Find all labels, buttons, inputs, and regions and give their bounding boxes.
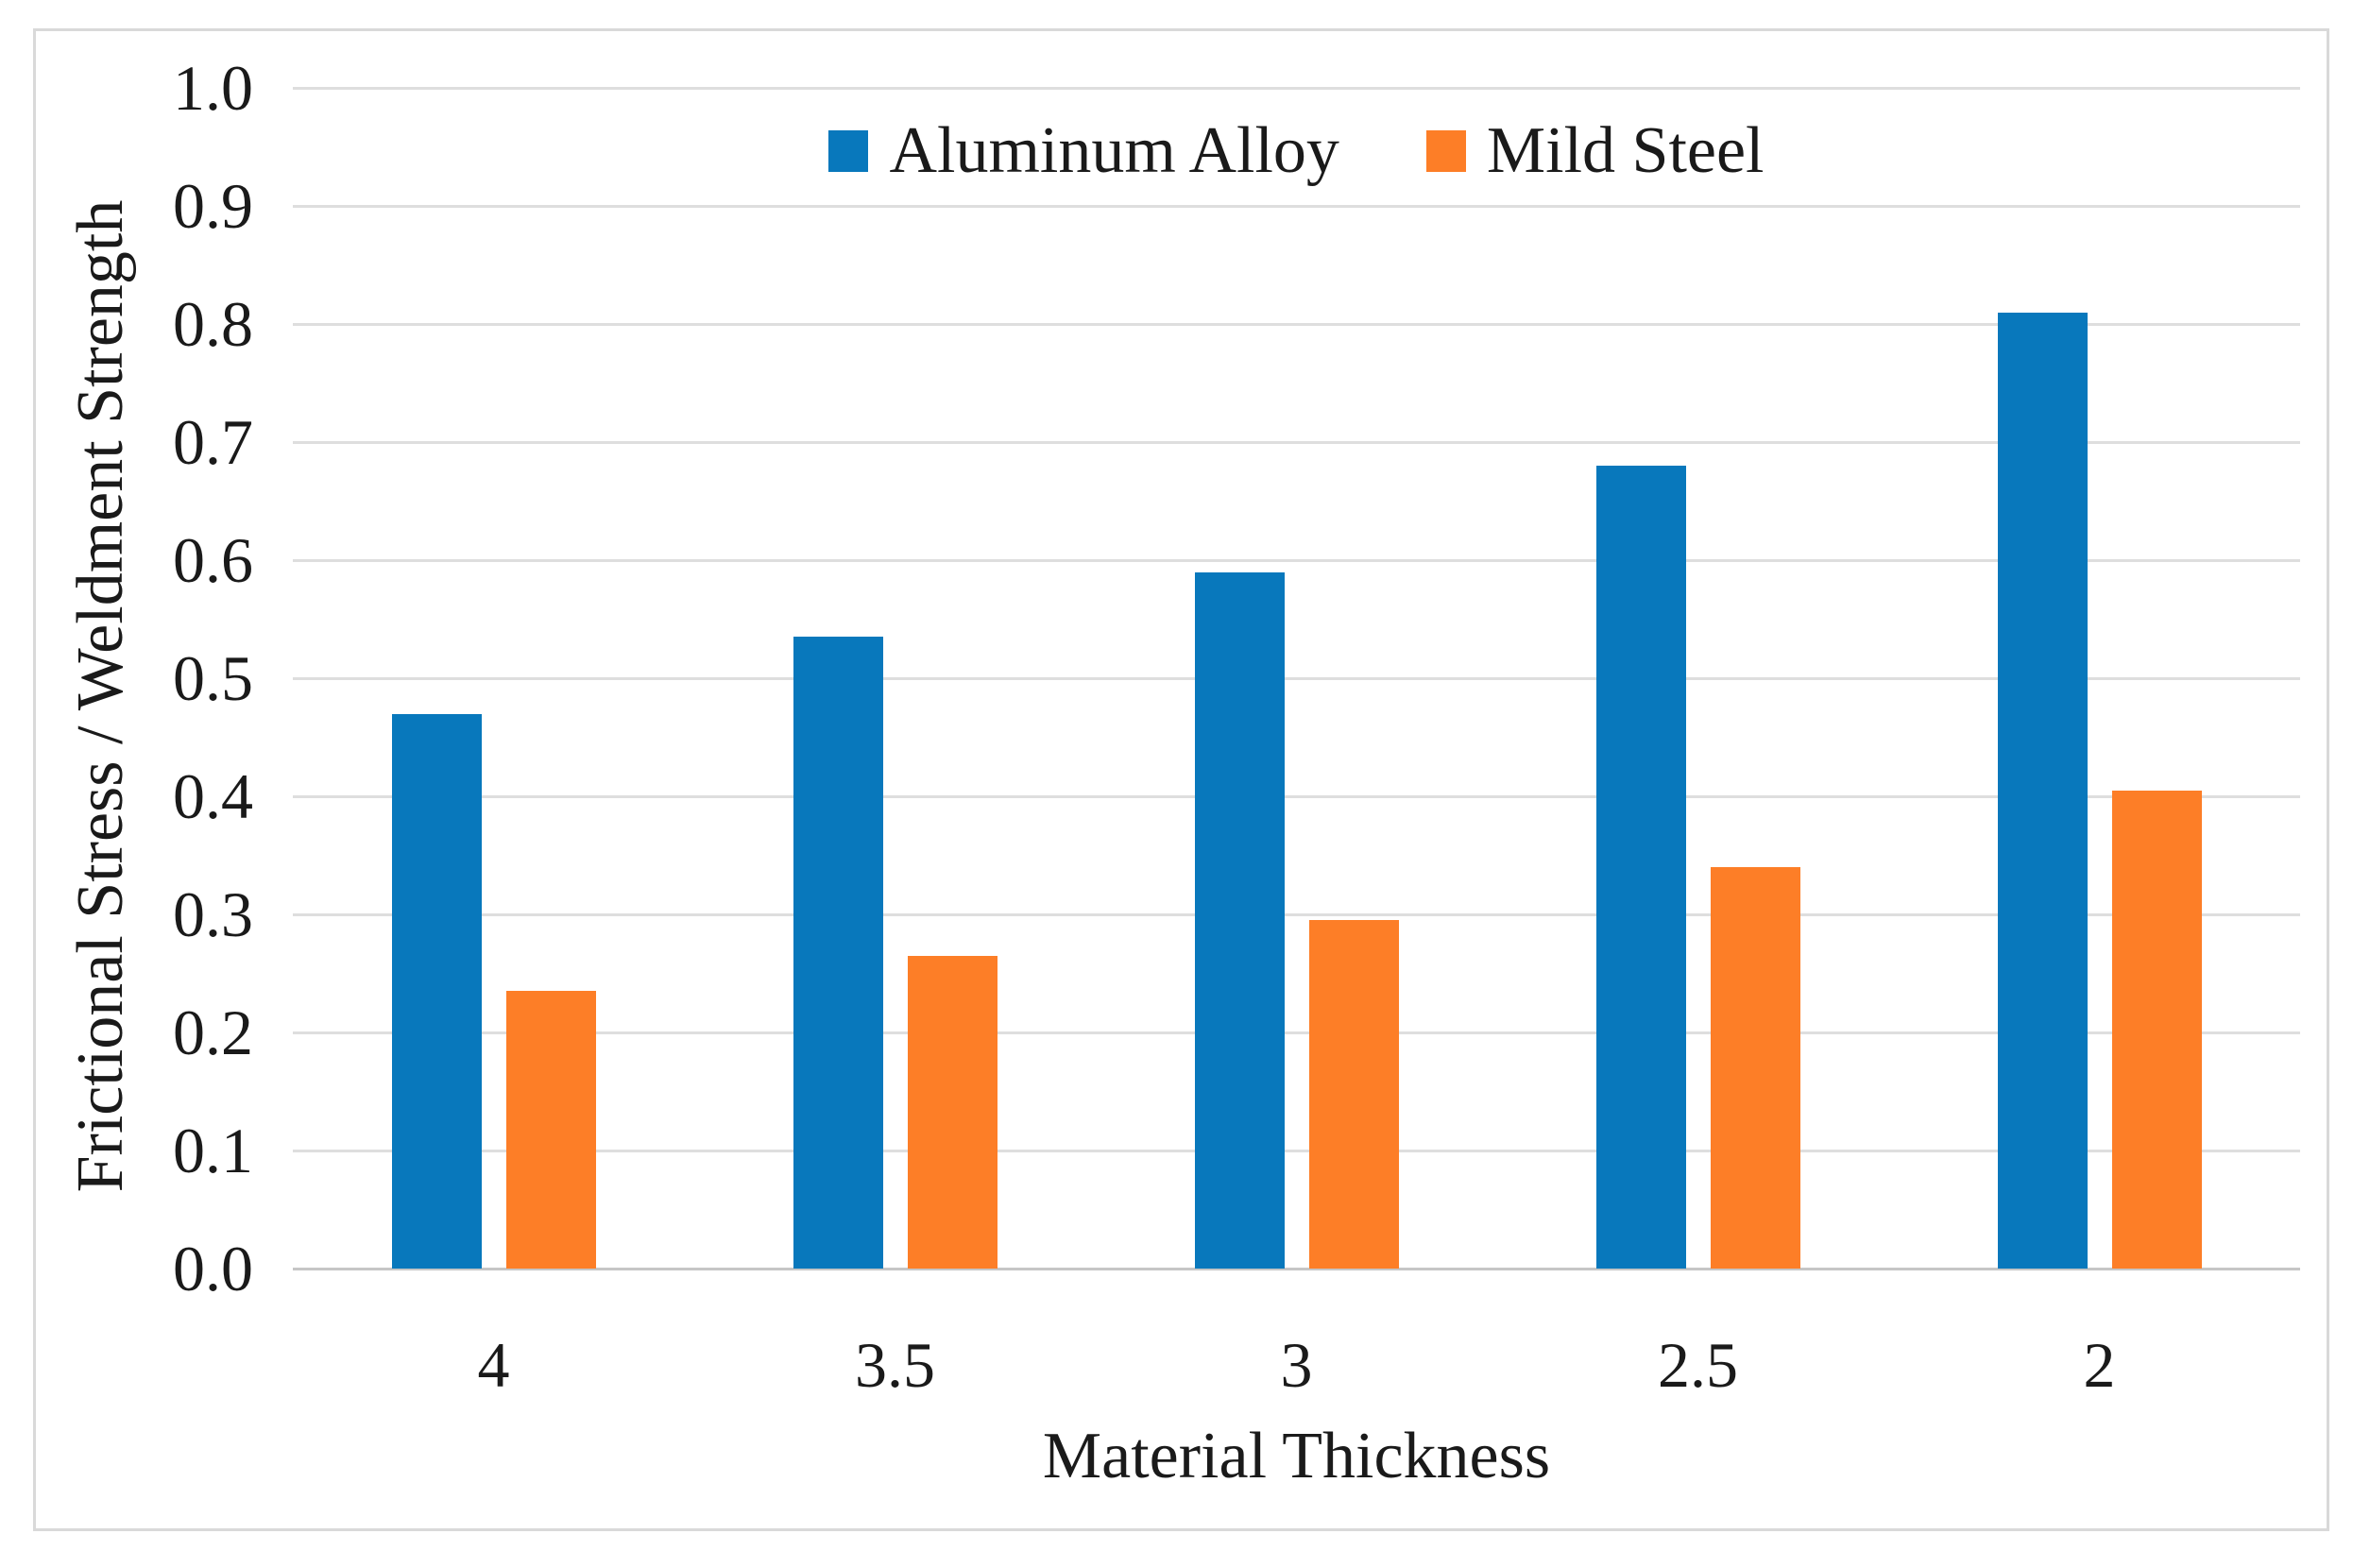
bar-mild-steel (1710, 867, 1800, 1269)
y-tick-label: 0.9 (173, 170, 253, 242)
y-tick-label: 1.0 (173, 52, 253, 124)
x-tick-label: 4 (477, 1329, 510, 1401)
legend-entry: Mild Steel (1425, 114, 1765, 187)
bar-mild-steel (2111, 790, 2202, 1269)
gridline (293, 558, 2300, 562)
legend-label: Aluminum Alloy (889, 114, 1339, 187)
y-tick-label: 0.0 (173, 1233, 253, 1304)
bar-aluminum-alloy (1194, 571, 1285, 1269)
y-tick-label: 0.6 (173, 524, 253, 596)
bar-aluminum-alloy (1595, 466, 1686, 1269)
y-tick-label: 0.3 (173, 878, 253, 950)
gridline (293, 912, 2300, 916)
y-tick-label: 0.4 (173, 760, 253, 832)
x-tick-label: 3 (1280, 1329, 1313, 1401)
legend-entry: Aluminum Alloy (828, 114, 1339, 187)
bar-aluminum-alloy (1997, 312, 2088, 1269)
bar-aluminum-alloy (793, 637, 883, 1269)
legend-swatch-icon (1425, 130, 1466, 172)
legend-swatch-icon (828, 130, 869, 172)
gridline (293, 676, 2300, 680)
x-axis-title: Material Thickness (1042, 1420, 1551, 1492)
x-axis-line (293, 1267, 2300, 1270)
legend-label: Mild Steel (1486, 114, 1765, 187)
gridline (293, 86, 2300, 90)
bar-mild-steel (907, 955, 997, 1269)
plot-area: Aluminum Alloy Mild Steel (293, 86, 2300, 1270)
x-tick-label: 3.5 (855, 1329, 935, 1401)
x-tick-label: 2.5 (1658, 1329, 1738, 1401)
gridline (293, 1149, 2300, 1152)
y-axis-title: Frictional Stress / Weldment Strength (64, 199, 137, 1193)
gridline (293, 1031, 2300, 1034)
gridline (293, 322, 2300, 326)
y-tick-label: 0.2 (173, 997, 253, 1068)
bar-mild-steel (1308, 920, 1399, 1269)
bar-aluminum-alloy (391, 713, 482, 1269)
legend: Aluminum Alloy Mild Steel (293, 116, 2300, 186)
x-tick-label: 2 (2083, 1329, 2116, 1401)
y-tick-label: 0.1 (173, 1115, 253, 1186)
gridline (293, 794, 2300, 798)
gridline (293, 440, 2300, 444)
gridline (293, 204, 2300, 208)
y-tick-label: 0.7 (173, 406, 253, 478)
bar-mild-steel (505, 991, 596, 1269)
y-tick-label: 0.8 (173, 288, 253, 360)
y-tick-label: 0.5 (173, 642, 253, 714)
